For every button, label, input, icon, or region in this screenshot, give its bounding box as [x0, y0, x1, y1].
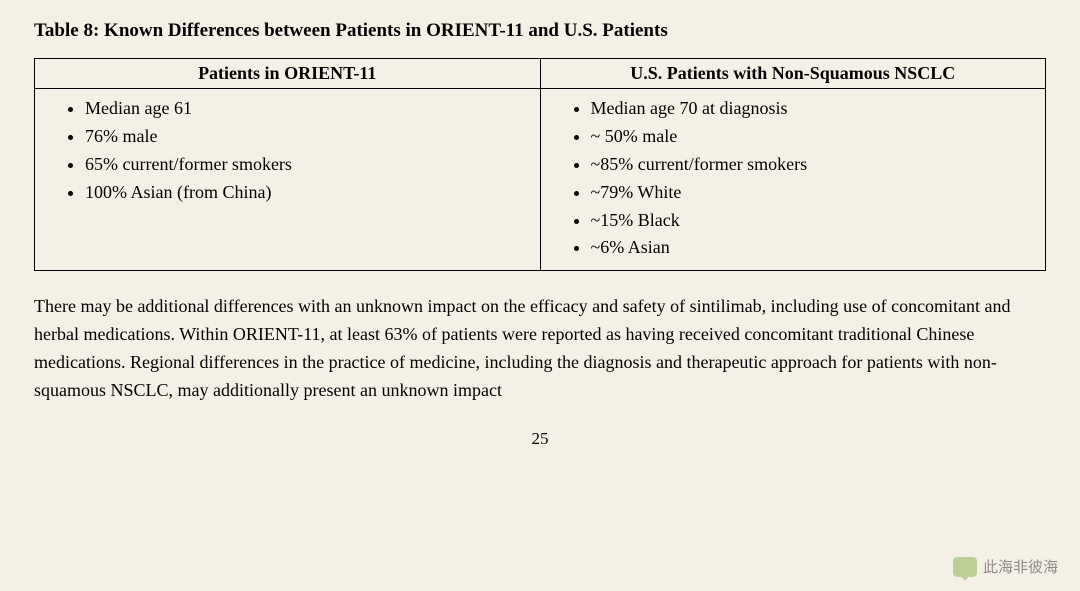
- list-item: ~85% current/former smokers: [591, 151, 1038, 179]
- watermark-text: 此海非彼海: [983, 556, 1058, 577]
- orient11-list: Median age 61 76% male 65% current/forme…: [43, 95, 532, 207]
- comparison-table: Patients in ORIENT-11 U.S. Patients with…: [34, 58, 1046, 271]
- column-header-us-patients: U.S. Patients with Non-Squamous NSCLC: [540, 59, 1046, 89]
- us-patients-list: Median age 70 at diagnosis ~ 50% male ~8…: [549, 95, 1038, 262]
- cell-us-patients: Median age 70 at diagnosis ~ 50% male ~8…: [540, 89, 1046, 271]
- wechat-icon: [953, 557, 977, 577]
- list-item: 76% male: [85, 123, 532, 151]
- list-item: ~15% Black: [591, 207, 1038, 235]
- list-item: Median age 61: [85, 95, 532, 123]
- list-item: ~79% White: [591, 179, 1038, 207]
- page-number: 25: [34, 429, 1046, 449]
- table-caption: Table 8: Known Differences between Patie…: [34, 20, 1046, 42]
- list-item: Median age 70 at diagnosis: [591, 95, 1038, 123]
- cell-orient11: Median age 61 76% male 65% current/forme…: [35, 89, 541, 271]
- list-item: 65% current/former smokers: [85, 151, 532, 179]
- list-item: ~6% Asian: [591, 234, 1038, 262]
- body-paragraph: There may be additional differences with…: [34, 293, 1046, 405]
- list-item: 100% Asian (from China): [85, 179, 532, 207]
- watermark: 此海非彼海: [953, 556, 1058, 577]
- column-header-orient11: Patients in ORIENT-11: [35, 59, 541, 89]
- list-item: ~ 50% male: [591, 123, 1038, 151]
